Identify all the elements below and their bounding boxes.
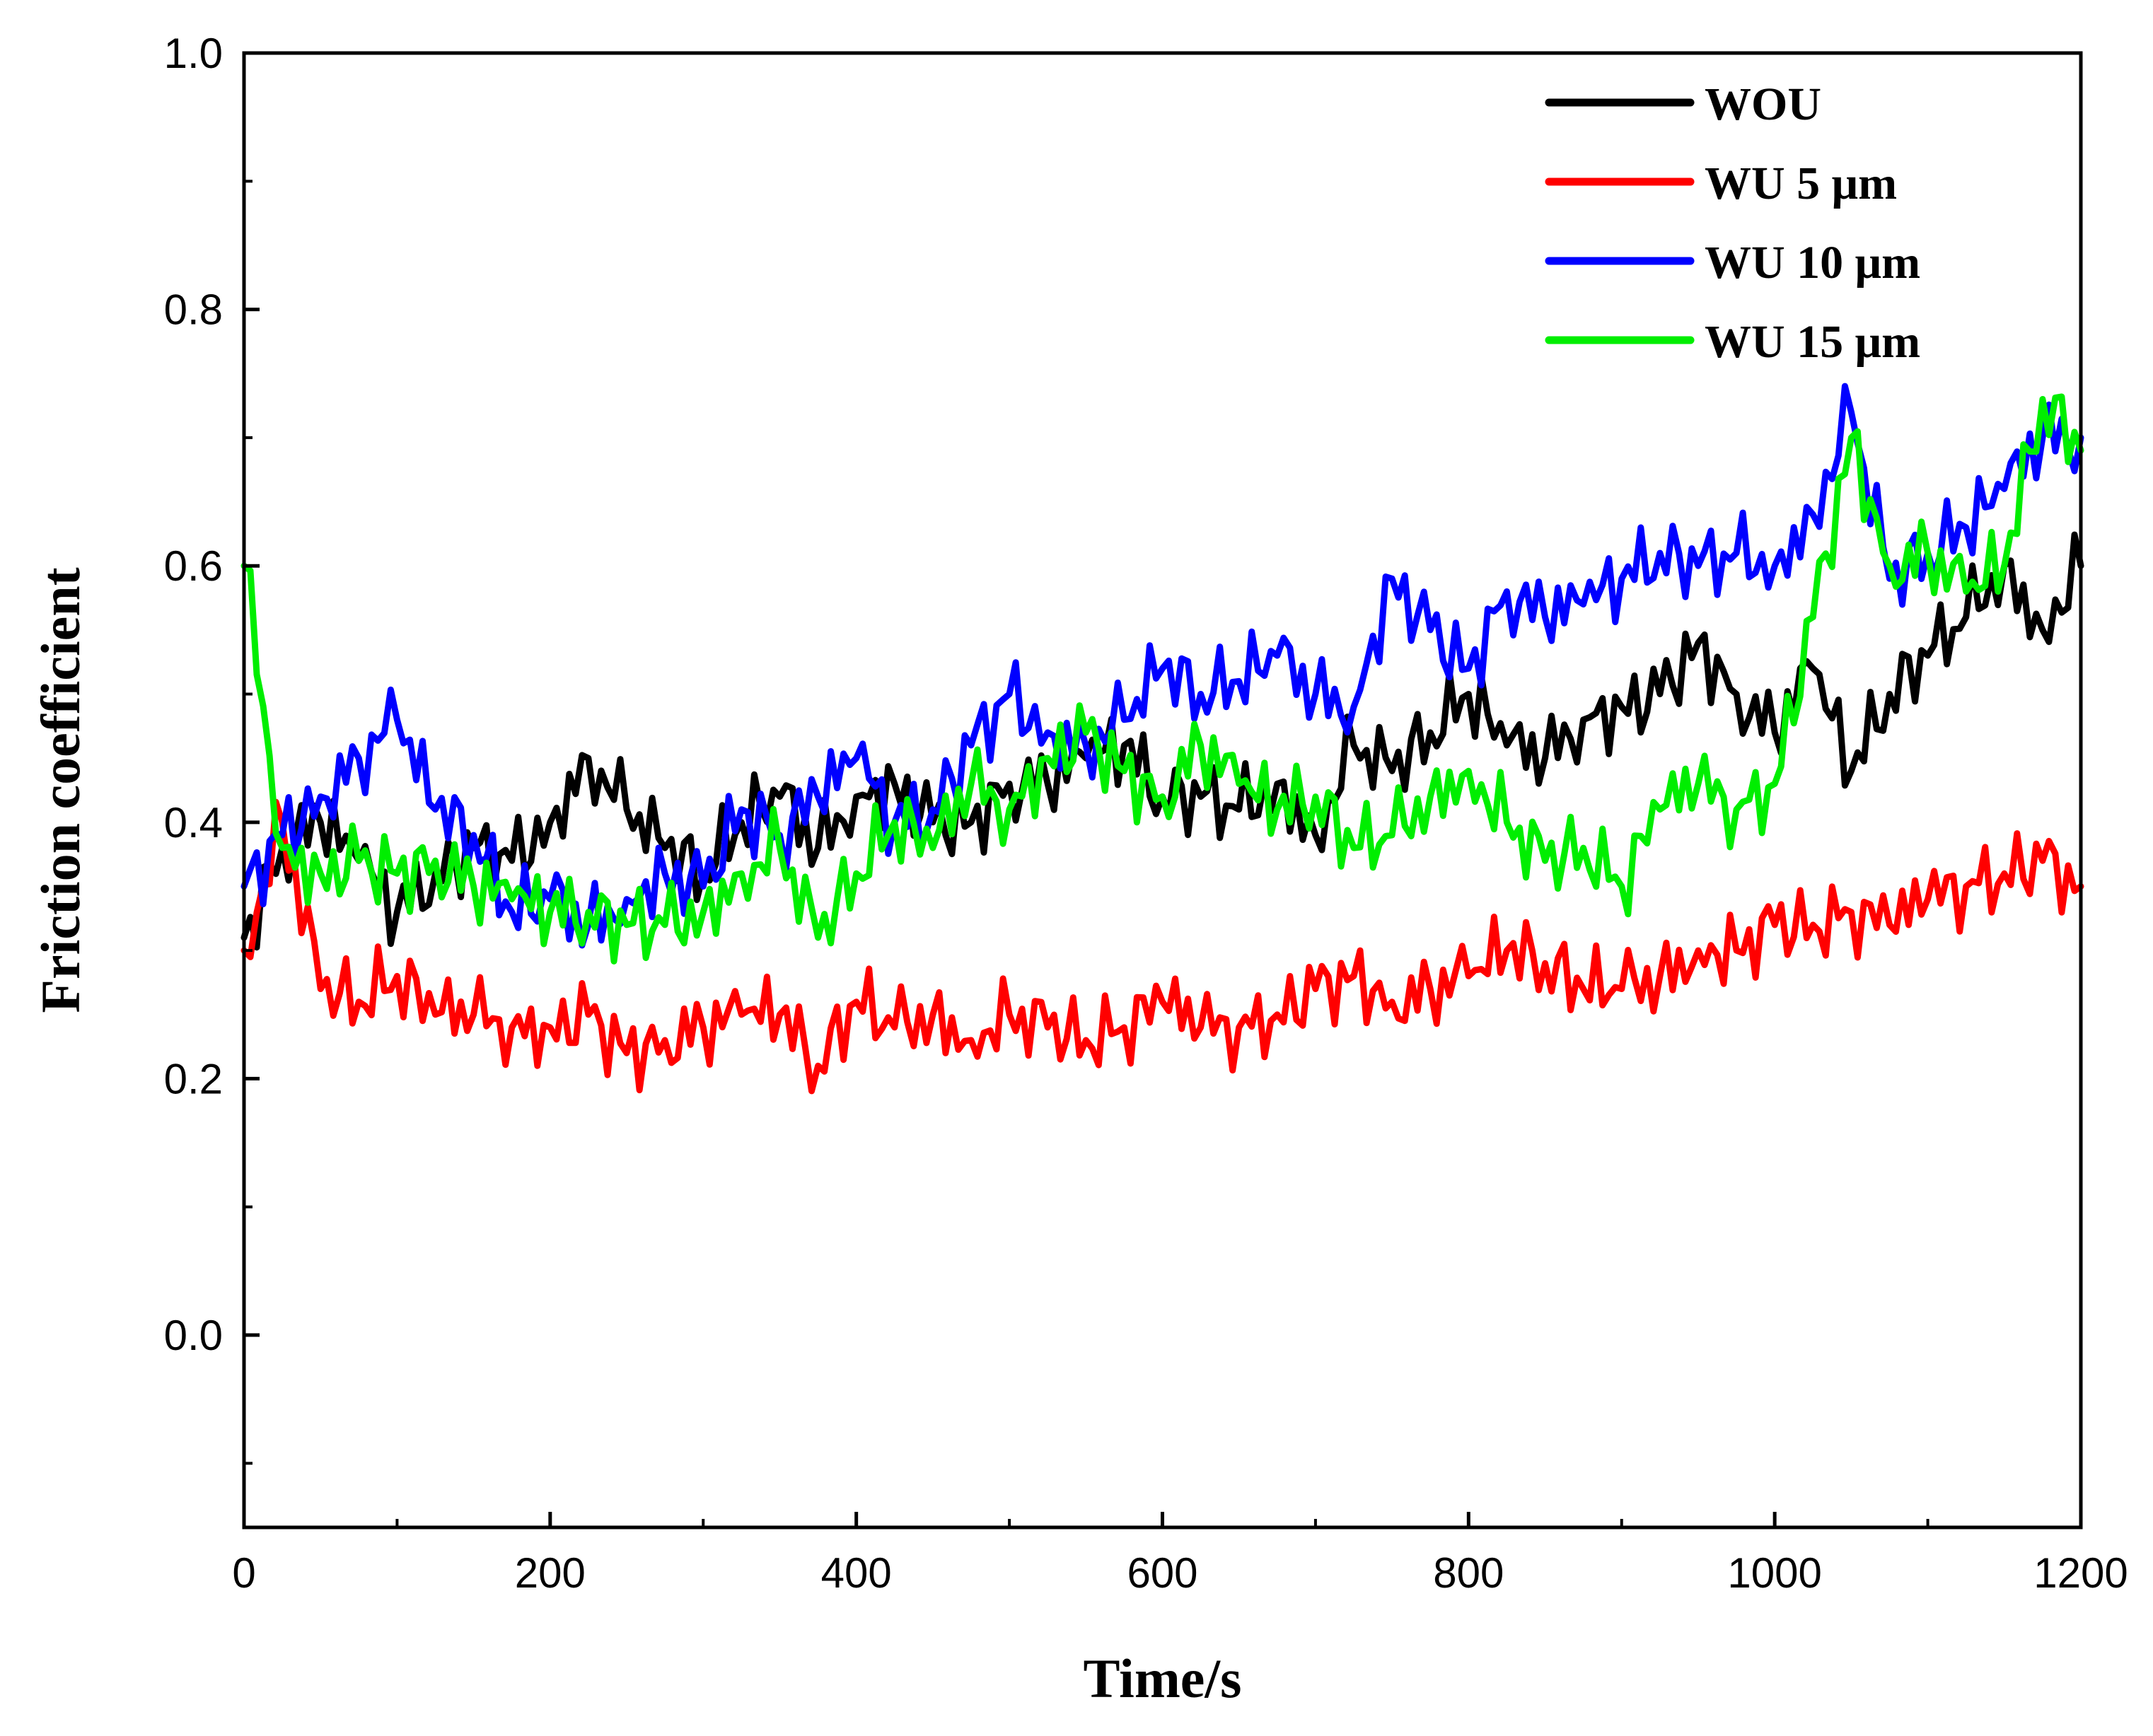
x-tick-label: 1200 <box>2033 1549 2128 1597</box>
x-tick-label: 600 <box>1127 1549 1197 1597</box>
x-axis: 0 200 400 600 800 1000 1200 <box>232 1512 2128 1597</box>
y-tick-label: 0.8 <box>164 286 223 334</box>
series-line-1 <box>240 798 2084 1095</box>
legend-label-0: WOU <box>1705 78 1821 130</box>
y-axis-title: Friction coefficient <box>30 567 91 1013</box>
x-tick-label: 800 <box>1433 1549 1504 1597</box>
y-tick-label: 0.6 <box>164 542 223 590</box>
series-line-3 <box>240 393 2084 965</box>
series-line-2 <box>240 383 2084 949</box>
legend-label-2: WU 10 μm <box>1705 237 1920 289</box>
legend-label-1: WU 5 μm <box>1705 158 1897 209</box>
y-tick-label: 0.4 <box>164 799 223 846</box>
legend-label-3: WU 15 μm <box>1705 316 1920 368</box>
y-tick-label: 0.0 <box>164 1312 223 1359</box>
series-layer <box>240 383 2084 1095</box>
x-tick-label: 0 <box>232 1549 255 1597</box>
y-tick-label: 1.0 <box>164 30 223 77</box>
x-tick-label: 1000 <box>1727 1549 1821 1597</box>
y-axis: 0.0 0.2 0.4 0.6 0.8 1.0 <box>164 30 260 1465</box>
y-tick-label: 0.2 <box>164 1055 223 1102</box>
x-tick-label: 400 <box>821 1549 892 1597</box>
legend: WOU WU 5 μm WU 10 μm WU 15 μm <box>1545 78 1920 368</box>
x-tick-label: 200 <box>515 1549 586 1597</box>
x-axis-title: Time/s <box>1084 1648 1242 1709</box>
